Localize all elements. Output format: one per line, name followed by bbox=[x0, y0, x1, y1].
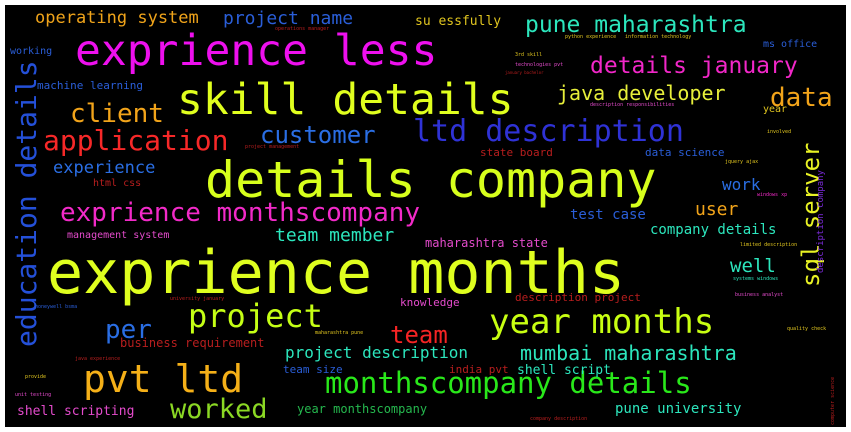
word-work: work bbox=[722, 175, 761, 194]
word-mumbai-maharashtra: mumbai maharashtra bbox=[520, 341, 737, 365]
word-customer: customer bbox=[260, 121, 376, 149]
word-ms-office: ms office bbox=[763, 39, 818, 50]
word-experience: experience bbox=[53, 158, 156, 178]
word-jquery-ajax: jquery ajax bbox=[725, 159, 759, 165]
word-shell-script: shell script bbox=[517, 363, 611, 378]
word-pune-maharashtra: pune maharashtra bbox=[525, 12, 747, 38]
word-business-requirement: business requirement bbox=[120, 336, 265, 350]
word-machine-learning: machine learning bbox=[37, 79, 143, 92]
word-company-details: company details bbox=[650, 222, 777, 238]
word-cloud: exprience months details company exprien… bbox=[5, 5, 846, 427]
word-maharashtra-pune: maharashtra pune bbox=[315, 330, 364, 336]
word-management-system: management system bbox=[67, 230, 170, 241]
word-team-member: team member bbox=[275, 225, 395, 246]
word-monthscompany-details: monthscompany details bbox=[325, 366, 692, 400]
word-worked: worked bbox=[170, 394, 268, 425]
word-java-developer: java developer bbox=[557, 81, 726, 105]
word-description-project: description project bbox=[515, 291, 641, 304]
word-unit-testing: unit testing bbox=[15, 392, 52, 398]
word-quality-check: quality check bbox=[787, 326, 827, 332]
word-pvt-ltd: pvt ltd bbox=[83, 357, 244, 401]
word-description-responsibilities: description responsibilities bbox=[590, 102, 675, 108]
word-knowledge: knowledge bbox=[400, 296, 460, 309]
word-computer-science: computer science bbox=[830, 376, 836, 425]
word-html-css: html css bbox=[93, 178, 142, 189]
word-exprience-months: exprience months bbox=[47, 238, 625, 308]
word-exprience-less: exprience less bbox=[75, 26, 438, 76]
word-team: team bbox=[390, 321, 448, 349]
word-operating-system: operating system bbox=[35, 8, 199, 28]
word-python-experience: python experience bbox=[565, 34, 617, 40]
word-data-science: data science bbox=[645, 146, 725, 159]
word-user: user bbox=[695, 199, 739, 220]
word-january-bachelor: january bachelor bbox=[505, 70, 544, 75]
word-java-experience: java experience bbox=[75, 356, 121, 362]
word-year-monthscompany: year monthscompany bbox=[297, 402, 428, 416]
word-involved: involved bbox=[767, 129, 792, 135]
word-client: client bbox=[70, 99, 164, 129]
word-application: application bbox=[43, 124, 229, 157]
word-honeywell-bsma: honeywell bsma bbox=[35, 304, 78, 310]
word-working: working bbox=[10, 46, 53, 57]
word-provide: provide bbox=[25, 374, 47, 380]
word-state-board: state board bbox=[480, 146, 553, 159]
word-company-description: company description bbox=[530, 416, 588, 422]
word-details-january: details january bbox=[590, 53, 798, 79]
word-information-technology: information technology bbox=[625, 34, 692, 40]
word-project: project bbox=[188, 297, 323, 335]
word-details-company: details company bbox=[205, 151, 657, 209]
word-ltd-description: ltd description bbox=[413, 114, 684, 149]
word-technologies-pvt: technologies pvt bbox=[515, 62, 564, 68]
word-skill-details: skill details bbox=[177, 75, 514, 125]
word-project-management: project management bbox=[245, 144, 300, 150]
word-limited-description: limited description bbox=[740, 242, 798, 248]
word-systems-windows: systems windows bbox=[733, 276, 779, 282]
word-year-months: year months bbox=[489, 302, 715, 342]
word-india-pvt: india pvt bbox=[449, 363, 509, 376]
word-project-description: project description bbox=[285, 343, 469, 362]
word-team-size: team size bbox=[283, 363, 343, 376]
word-exprience-monthscompany: exprience monthscompany bbox=[60, 198, 421, 228]
word-su-essfully: su essfully bbox=[415, 14, 502, 29]
word-data: data bbox=[770, 83, 833, 113]
word-project-name: project name bbox=[223, 8, 354, 29]
word-business-analyst: business analyst bbox=[735, 292, 784, 298]
word-university-january: university january bbox=[170, 296, 225, 302]
word-maharashtra-state: maharashtra state bbox=[425, 236, 548, 250]
word-description-company: description company bbox=[816, 170, 826, 273]
word-3rd-skill: 3rd skill bbox=[515, 52, 543, 58]
word-year: year bbox=[763, 104, 788, 115]
word-operations-manager: operations manager bbox=[275, 26, 330, 32]
word-shell-scripting: shell scripting bbox=[17, 404, 135, 419]
word-pune-university: pune university bbox=[615, 401, 742, 417]
word-windows-xp: windows xp bbox=[757, 192, 788, 198]
word-well: well bbox=[730, 255, 776, 277]
word-test-case: test case bbox=[570, 207, 646, 223]
word-per: per bbox=[105, 315, 152, 345]
